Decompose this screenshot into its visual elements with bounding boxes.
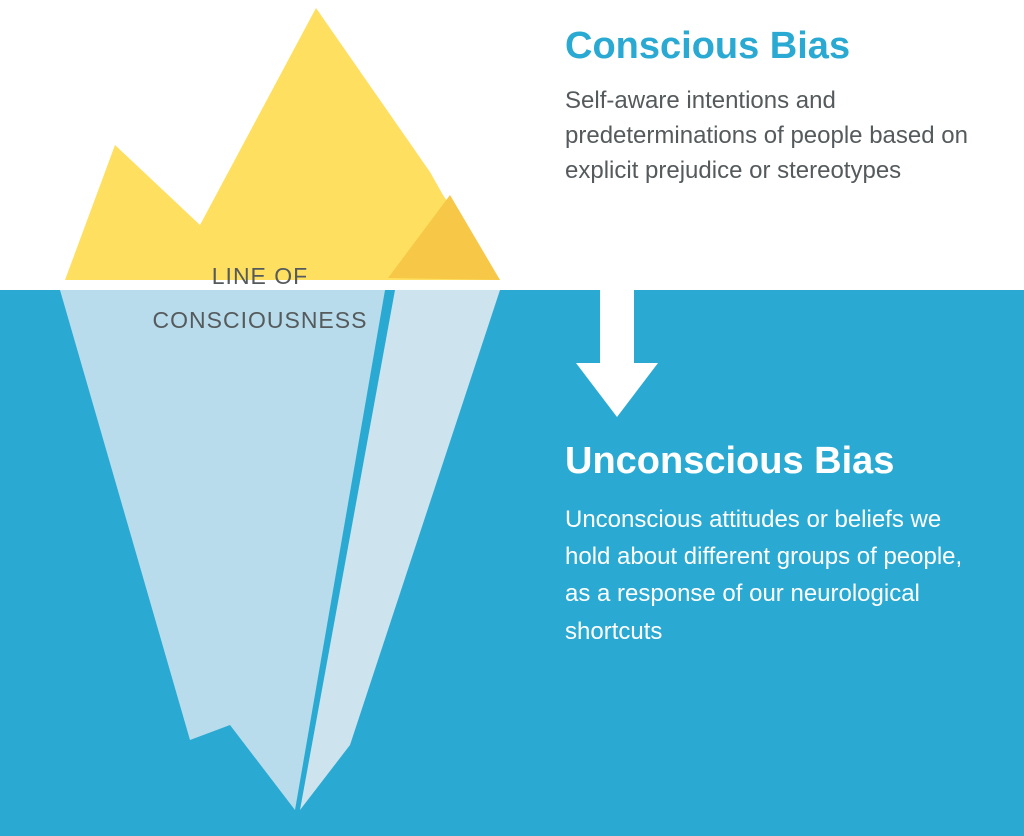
waterline-label-line1: LINE OF (120, 255, 400, 299)
waterline-label: LINE OF CONSCIOUSNESS (120, 255, 400, 342)
infographic-canvas: LINE OF CONSCIOUSNESS Conscious Bias Sel… (0, 0, 1024, 836)
waterline-label-line2: CONSCIOUSNESS (120, 299, 400, 343)
conscious-title: Conscious Bias (565, 25, 985, 68)
unconscious-block: Unconscious Bias Unconscious attitudes o… (565, 440, 985, 650)
conscious-block: Conscious Bias Self-aware intentions and… (565, 25, 985, 188)
unconscious-title: Unconscious Bias (565, 440, 985, 483)
conscious-desc: Self-aware intentions and predeterminati… (565, 84, 985, 188)
unconscious-desc: Unconscious attitudes or beliefs we hold… (565, 501, 985, 650)
down-arrow-icon (576, 255, 658, 417)
